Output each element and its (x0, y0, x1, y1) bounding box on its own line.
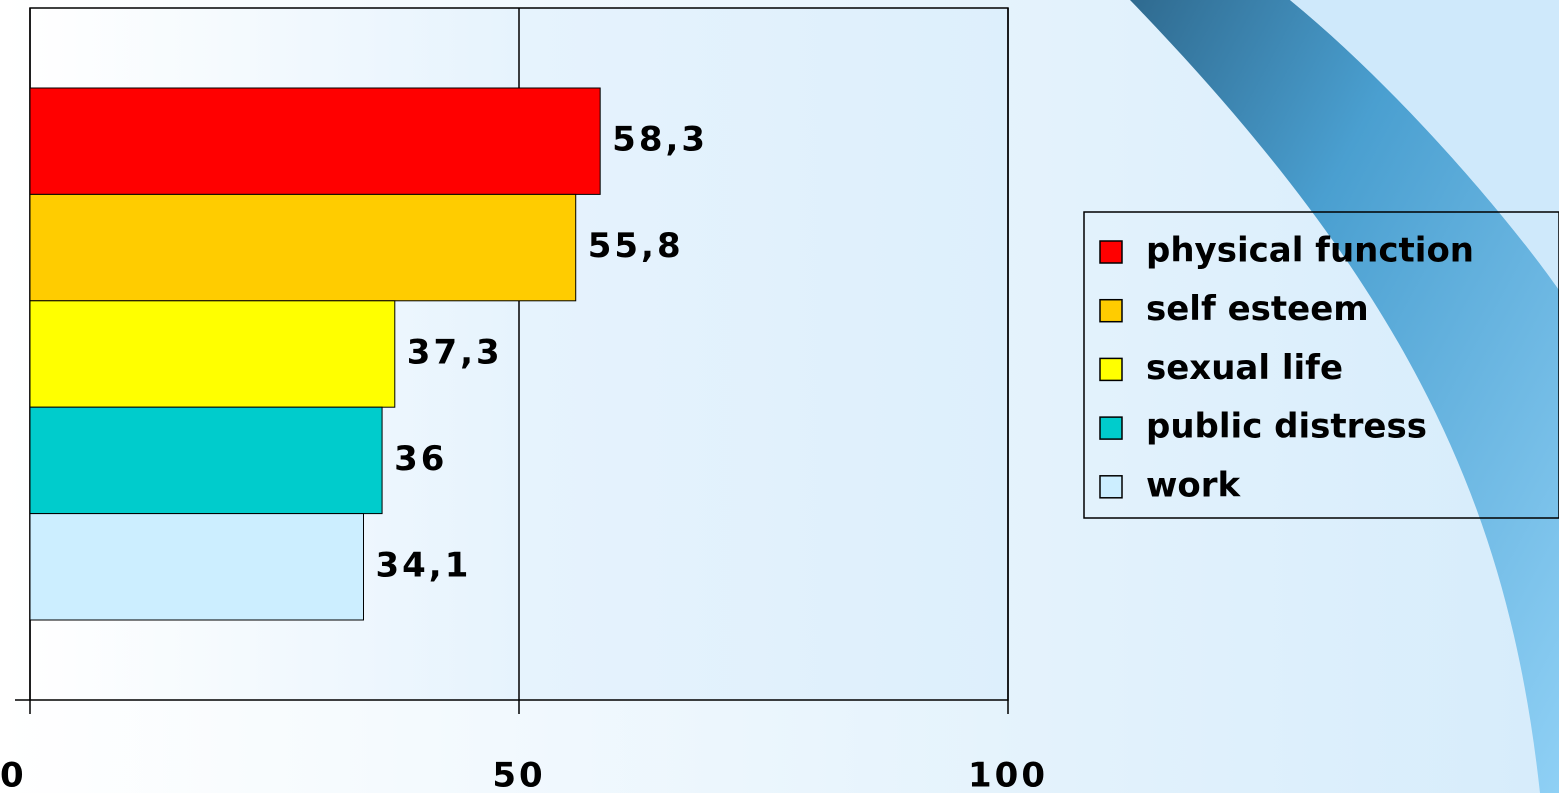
legend-label: sexual life (1146, 348, 1343, 388)
legend-swatch (1099, 357, 1123, 382)
legend-label: work (1146, 465, 1242, 505)
legend-swatch (1099, 298, 1123, 323)
data-label: 34,1 (375, 545, 471, 585)
data-label: 36 (394, 439, 447, 479)
legend-swatch (1099, 416, 1123, 440)
bar (29, 513, 364, 621)
data-label: 55,8 (588, 226, 684, 266)
legend-label: physical function (1146, 231, 1474, 271)
legend-swatch (1099, 475, 1123, 499)
data-label: 37,3 (407, 333, 503, 373)
legend (1083, 211, 1559, 519)
legend-label: public distress (1146, 407, 1427, 447)
bar (29, 300, 396, 408)
x-tick-label: 100 (968, 756, 1048, 793)
x-tick-label: 0 (0, 756, 27, 793)
data-label: 58,3 (612, 120, 708, 160)
decoration (1130, 0, 1559, 793)
bar (29, 87, 601, 195)
x-tick-label: 50 (492, 756, 545, 793)
legend-swatch (1099, 240, 1123, 264)
bar (29, 193, 577, 302)
decoration (1290, 0, 1559, 290)
bar (29, 406, 383, 515)
legend-label: self esteem (1146, 289, 1369, 329)
